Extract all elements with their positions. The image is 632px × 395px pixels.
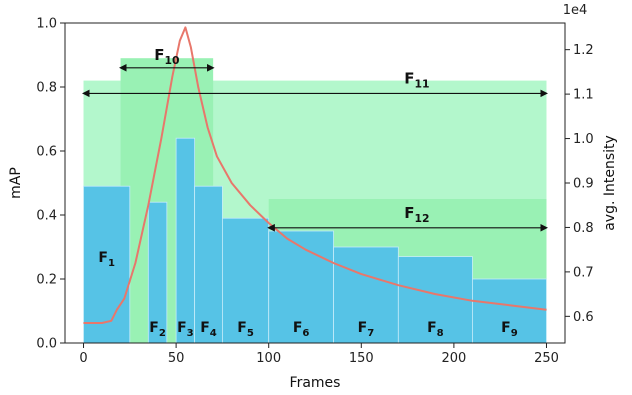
- bar-f3: [175, 137, 196, 344]
- region-f10-label: F10: [154, 46, 179, 67]
- region-f12-label: F12: [404, 204, 429, 225]
- bar-label-f5: F5: [237, 320, 254, 339]
- y2-tick-label-1.2: 1.2: [573, 43, 594, 58]
- y2-scale-label: 1e4: [563, 3, 588, 18]
- axes: 0 50 100 150 200 250 0.0 0.2 0.4 0.6 0.8 1.0 0.6 0.7 0…: [36, 17, 593, 367]
- y-tick-label-0.0: 0.0: [36, 337, 57, 352]
- bar-f9: [472, 278, 547, 344]
- y-tick-label-1.0: 1.0: [36, 17, 57, 32]
- x-tick-label-200: 200: [441, 351, 466, 366]
- bar-label-f2: F2: [149, 320, 166, 339]
- y2-tick-label-0.7: 0.7: [573, 265, 594, 280]
- bars-group: [83, 137, 547, 344]
- y2-tick-label-0.8: 0.8: [573, 221, 594, 236]
- y2-tick-label-0.6: 0.6: [573, 310, 594, 325]
- bar-f1: [83, 185, 131, 344]
- x-axis-title: Frames: [290, 375, 341, 391]
- intensity-curve-group: [83, 26, 547, 324]
- bar-label-f4: F4: [200, 320, 217, 339]
- region-annotations: F1 F2 F3 F4 F5 F6 F7 F8 F9 F10 F11 F12: [81, 46, 549, 339]
- bar-f8: [397, 256, 473, 344]
- y-axis-title: mAP: [8, 167, 24, 199]
- bar-label-f6: F6: [293, 320, 310, 339]
- y2-tick-label-1.0: 1.0: [573, 132, 594, 147]
- y-tick-label-0.4: 0.4: [36, 209, 57, 224]
- y-tick-label-0.8: 0.8: [36, 81, 57, 96]
- bar-f6: [268, 230, 334, 344]
- bar-label-f8: F8: [427, 320, 444, 339]
- bar-label-f3: F3: [177, 320, 194, 339]
- y-tick-label-0.2: 0.2: [36, 273, 57, 288]
- region-f11-label: F11: [404, 69, 429, 90]
- y2-tick-label-0.9: 0.9: [573, 177, 594, 192]
- x-tick-label-150: 150: [349, 351, 374, 366]
- x-tick-label-100: 100: [256, 351, 281, 366]
- bar-label-f7: F7: [358, 320, 375, 339]
- y-tick-label-0.6: 0.6: [36, 145, 57, 160]
- bar-label-f1: F1: [98, 250, 115, 269]
- x-tick-label-250: 250: [534, 351, 559, 366]
- x-tick-label-50: 50: [168, 351, 185, 366]
- intensity-curve-line: [83, 26, 547, 324]
- x-tick-label-0: 0: [79, 351, 87, 366]
- y2-tick-label-1.1: 1.1: [573, 88, 594, 103]
- y2-axis-title: avg. Intensity: [602, 135, 618, 231]
- bar-f5: [222, 217, 270, 344]
- bar-label-f9: F9: [501, 320, 518, 339]
